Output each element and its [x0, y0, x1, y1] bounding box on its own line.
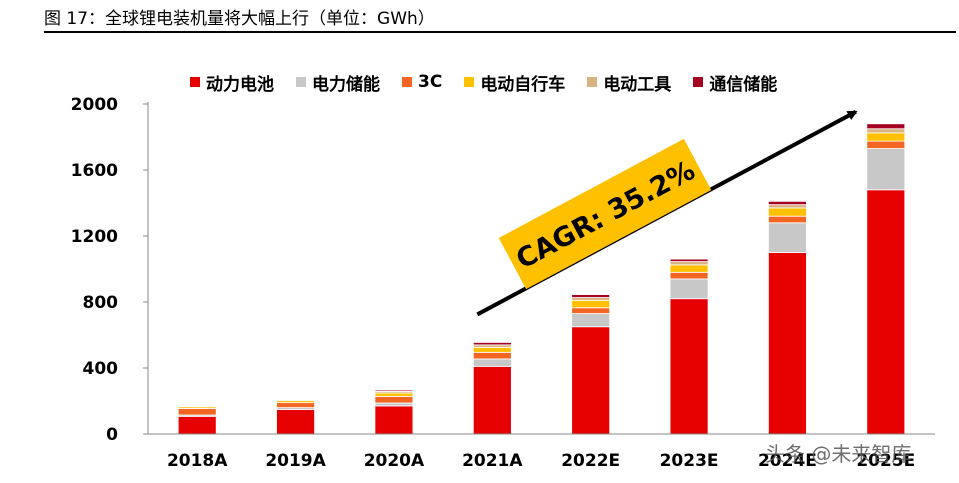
- bar-segment: [571, 313, 611, 328]
- bar-segment: [571, 307, 611, 314]
- bar-segment: [866, 123, 906, 130]
- y-tick-label: 2000: [71, 95, 118, 115]
- figure-title: 图 17：全球锂电装机量将大幅上行（单位：GWh）: [44, 9, 435, 29]
- bar-segment: [768, 204, 807, 209]
- bar-segment: [669, 258, 709, 262]
- legend-item: 3C: [402, 72, 442, 92]
- title-rule: [44, 31, 956, 33]
- bar-segment: [571, 297, 611, 301]
- bar-segment: [669, 278, 709, 300]
- bar-segment: [866, 140, 906, 149]
- bar-segment: [374, 389, 414, 392]
- x-tick-label: 2023E: [660, 451, 719, 471]
- x-tick-label: 2020A: [364, 451, 425, 471]
- bar-segment: [669, 298, 709, 435]
- bar-segment: [177, 408, 217, 416]
- cagr-box: [498, 138, 712, 290]
- bar-segment: [374, 392, 414, 397]
- bar-segment: [571, 326, 611, 435]
- x-tick-label: 2024E: [758, 451, 817, 471]
- legend-label: 动力电池: [206, 74, 274, 95]
- legend-swatch: [296, 77, 306, 87]
- legend-item: 通信储能: [693, 70, 777, 95]
- bar-segment: [768, 207, 807, 217]
- bar-segment: [768, 200, 807, 206]
- legend-label: 3C: [418, 72, 443, 92]
- legend-item: 动力电池: [190, 70, 274, 95]
- bar-segment: [768, 215, 807, 224]
- x-tick-label: 2019A: [265, 451, 326, 471]
- legend-label: 电动工具: [603, 74, 672, 95]
- legend-label: 通信储能: [709, 74, 778, 95]
- y-tick-label: 800: [83, 293, 119, 313]
- y-tick-label: 1600: [71, 161, 118, 181]
- bar-segment: [177, 415, 217, 435]
- x-tick-label: 2021A: [462, 451, 523, 471]
- legend-swatch: [402, 77, 412, 87]
- legend-label: 电动自行车: [480, 74, 566, 95]
- bar-segment: [276, 409, 315, 435]
- bar-segment: [866, 128, 906, 134]
- legend-label: 电力储能: [312, 74, 380, 95]
- cagr-label: CAGR: 35.2%: [511, 155, 700, 276]
- bar-segment: [374, 402, 414, 407]
- bar-segment: [276, 402, 315, 408]
- bar-segment: [571, 299, 611, 309]
- bar-segment: [472, 358, 512, 367]
- bar-segment: [669, 271, 709, 280]
- bar-segment: [669, 261, 709, 266]
- bar-segment: [374, 395, 414, 404]
- x-tick-label: 2022E: [561, 451, 620, 471]
- legend-item: 电动工具: [587, 70, 671, 95]
- y-tick-label: 0: [106, 425, 118, 445]
- watermark: 头条 @未来智库: [765, 442, 912, 466]
- legend-swatch: [190, 77, 200, 87]
- bar-segment: [866, 132, 906, 142]
- x-tick-label: 2025E: [856, 451, 915, 471]
- bar-segment: [472, 365, 512, 435]
- bar-segment: [768, 222, 807, 253]
- legend-swatch: [693, 77, 704, 87]
- bar-segment: [374, 405, 414, 435]
- bar-segment: [768, 252, 807, 435]
- bar-segment: [866, 148, 906, 191]
- bar-segment: [472, 351, 512, 360]
- bar-segment: [472, 342, 512, 346]
- legend-item: 电力储能: [296, 70, 380, 95]
- y-tick-label: 400: [83, 359, 119, 379]
- bar-segment: [866, 189, 906, 435]
- chart-legend: 动力电池 电力储能 3C 电动自行车 电动工具 通信储能: [190, 70, 777, 95]
- legend-swatch: [587, 77, 598, 87]
- y-tick-label: 1200: [71, 227, 118, 247]
- bar-segment: [472, 346, 512, 353]
- bar-segment: [571, 294, 611, 298]
- legend-item: 电动自行车: [464, 70, 565, 95]
- bar-segment: [669, 264, 709, 273]
- x-tick-label: 2018A: [167, 451, 228, 471]
- legend-swatch: [464, 77, 475, 87]
